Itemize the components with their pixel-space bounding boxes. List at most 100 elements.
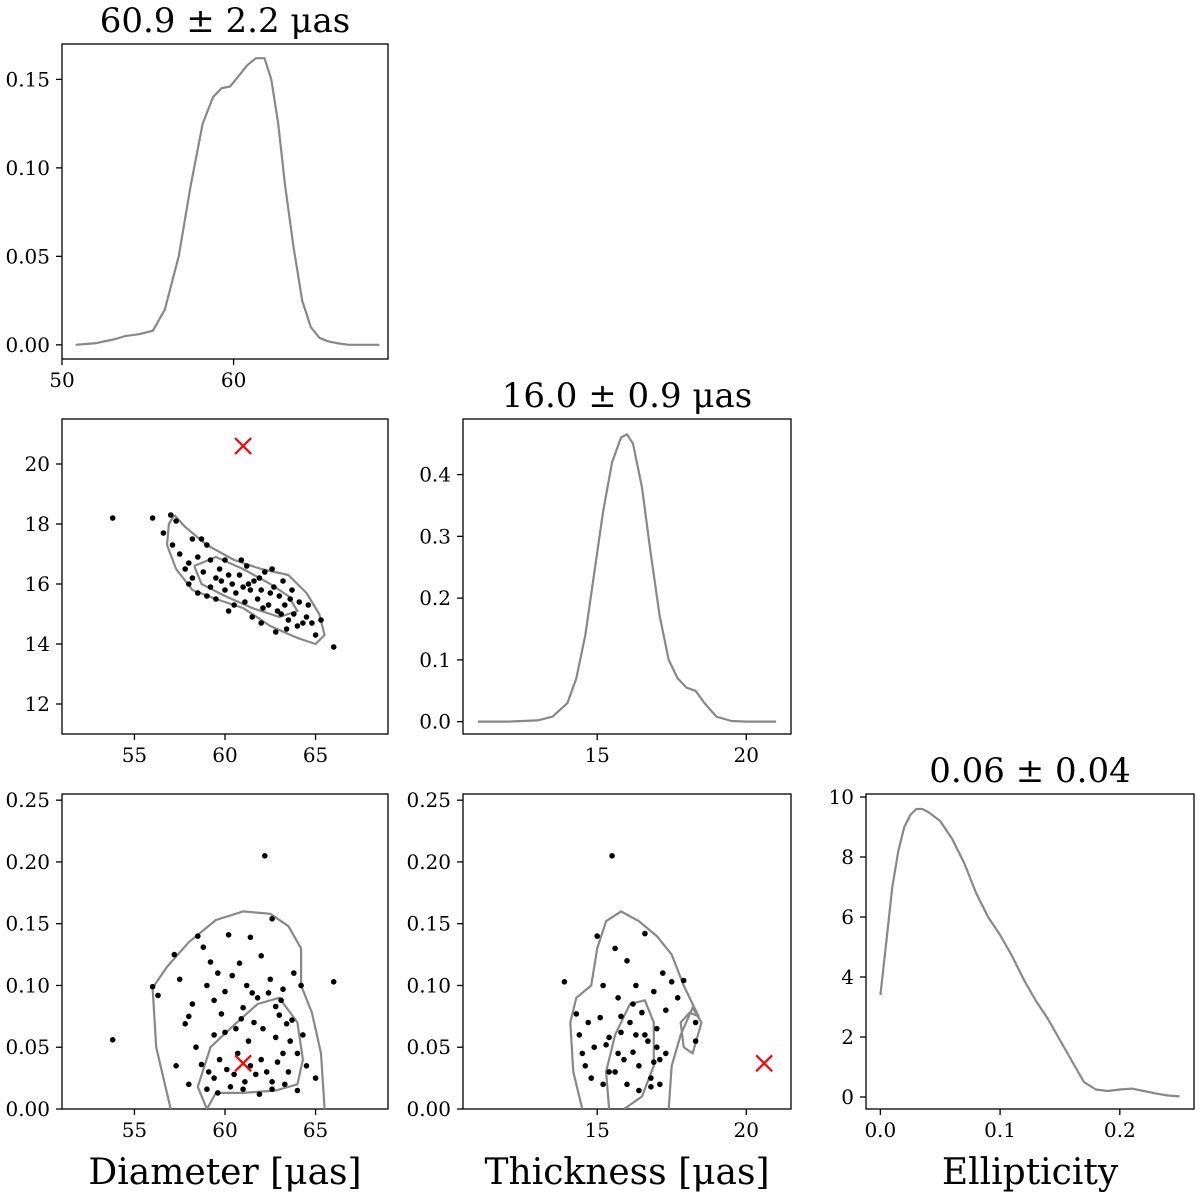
diameter-ellipticity-point — [289, 1017, 295, 1023]
diameter-thickness-point — [287, 596, 294, 602]
diameter-ellipticity-point — [247, 934, 254, 941]
diameter-ellipticity-point — [242, 1079, 248, 1085]
diameter-thickness-point — [213, 596, 219, 602]
diameter-thickness-point — [260, 605, 266, 611]
diameter-thickness-point — [245, 581, 252, 587]
diameter-ellipticity-ytick-label: 0.00 — [5, 1097, 50, 1121]
thickness-ellipticity-ytick-label: 0.00 — [406, 1097, 451, 1121]
diameter-thickness-point — [256, 575, 263, 581]
diameter-thickness-point — [249, 614, 255, 620]
diameter-ellipticity-point — [227, 1084, 234, 1090]
diameter-ellipticity-panel: 55 60 65 0.00 0.05 0.10 0.15 0.20 0.25 Diameter [… — [5, 788, 389, 1193]
thickness-ellipticity-xlabel: Thickness [μas] — [485, 1152, 770, 1193]
thickness-hist-curve — [477, 433, 777, 723]
diameter-hist-ytick-label: 0.00 — [5, 333, 50, 357]
thickness-ellipticity-point — [606, 1034, 612, 1041]
thickness-hist-plot-area — [477, 433, 777, 723]
diameter-hist-plot-area — [75, 57, 380, 346]
ellipticity-hist-xtick-label: 0.1 — [984, 1118, 1016, 1142]
ellipticity-hist-plot-area — [879, 807, 1180, 1098]
diameter-ellipticity-point — [272, 1034, 279, 1041]
thickness-ellipticity-point — [663, 1007, 669, 1013]
thickness-hist-frame — [462, 418, 792, 735]
diameter-thickness-point — [269, 566, 275, 572]
diameter-thickness-point — [167, 512, 174, 518]
diameter-ellipticity-point — [173, 1063, 179, 1069]
ellipticity-hist-ytick-label: 10 — [829, 785, 854, 809]
diameter-ellipticity-point — [278, 997, 284, 1004]
thickness-ellipticity-point — [627, 1019, 633, 1026]
diameter-thickness-point — [251, 578, 257, 584]
diameter-ellipticity-point — [186, 1013, 192, 1020]
diameter-ellipticity-truth-marker — [234, 1054, 252, 1073]
diameter-thickness-point — [242, 599, 248, 605]
thickness-ellipticity-point — [603, 1042, 609, 1048]
thickness-ellipticity-point — [636, 1063, 642, 1069]
diameter-ellipticity-point — [215, 970, 221, 976]
diameter-thickness-point — [204, 593, 210, 599]
diameter-thickness-ytick-label: 16 — [25, 572, 50, 596]
diameter-ellipticity-point — [186, 1081, 192, 1088]
diameter-thickness-point — [312, 632, 319, 638]
thickness-ellipticity-point — [618, 1029, 624, 1036]
thickness-ellipticity-point — [651, 988, 657, 995]
diameter-ellipticity-ytick-label: 0.05 — [5, 1035, 50, 1059]
diameter-thickness-contour-2 — [193, 555, 299, 619]
diameter-thickness-point — [254, 596, 261, 602]
thickness-ellipticity-point — [591, 1044, 597, 1050]
thickness-ellipticity-point — [600, 982, 606, 989]
diameter-thickness-point — [318, 617, 324, 623]
ellipticity-hist-xtick-label: 0.0 — [864, 1118, 896, 1142]
diameter-thickness-point — [236, 572, 243, 578]
diameter-ellipticity-point — [224, 1066, 230, 1073]
thickness-ellipticity-truth-marker — [755, 1054, 773, 1073]
diameter-thickness-point — [195, 554, 201, 560]
diameter-ellipticity-point — [274, 1059, 281, 1065]
thickness-ellipticity-point — [692, 1019, 699, 1026]
thickness-ellipticity-point — [561, 979, 568, 985]
ellipticity-hist-frame — [865, 793, 1195, 1110]
diameter-thickness-point — [207, 557, 214, 563]
diameter-thickness-point — [225, 608, 232, 614]
diameter-thickness-point — [282, 602, 288, 608]
diameter-thickness-point — [189, 575, 196, 581]
diameter-thickness-point — [216, 566, 223, 572]
thickness-ellipticity-point — [630, 1001, 636, 1007]
diameter-ellipticity-point — [256, 1091, 263, 1097]
thickness-hist-ytick-label: 0.1 — [419, 648, 451, 672]
diameter-thickness-point — [186, 560, 192, 566]
thickness-ellipticity-point — [576, 1032, 583, 1038]
diameter-ellipticity-xtick-label: 60 — [212, 1118, 237, 1142]
diameter-thickness-point — [229, 581, 235, 587]
diameter-thickness-point — [258, 587, 265, 593]
diameter-ellipticity-point — [285, 1069, 292, 1075]
diameter-ellipticity-point — [272, 1003, 279, 1010]
diameter-thickness-point — [109, 515, 116, 521]
diameter-thickness-xtick-label: 60 — [212, 743, 237, 767]
diameter-thickness-point — [276, 593, 283, 599]
diameter-thickness-point — [182, 566, 188, 572]
ellipticity-hist-ytick-label: 2 — [841, 1025, 854, 1049]
diameter-ellipticity-point — [263, 1069, 270, 1075]
thickness-ellipticity-point — [639, 1009, 645, 1016]
diameter-ellipticity-point — [193, 1044, 199, 1050]
diameter-ellipticity-point — [149, 983, 156, 990]
diameter-ellipticity-point — [249, 990, 255, 996]
thickness-ellipticity-point — [621, 1056, 627, 1063]
diameter-ellipticity-point — [171, 951, 178, 958]
diameter-thickness-point — [231, 602, 237, 608]
diameter-thickness-point — [258, 620, 265, 626]
diameter-thickness-point — [189, 536, 196, 542]
thickness-ellipticity-ytick-label: 0.15 — [406, 912, 451, 936]
diameter-thickness-point — [262, 569, 268, 575]
thickness-ellipticity-point — [660, 970, 666, 976]
diameter-ellipticity-point — [269, 1086, 275, 1092]
diameter-ellipticity-point — [182, 1021, 188, 1027]
diameter-ellipticity-point — [280, 986, 286, 992]
diameter-ellipticity-point — [216, 1056, 223, 1063]
diameter-ellipticity-point — [240, 1086, 246, 1092]
diameter-hist-ytick-label: 0.10 — [5, 156, 50, 180]
diameter-ellipticity-point — [265, 990, 272, 996]
diameter-thickness-point — [238, 557, 245, 563]
